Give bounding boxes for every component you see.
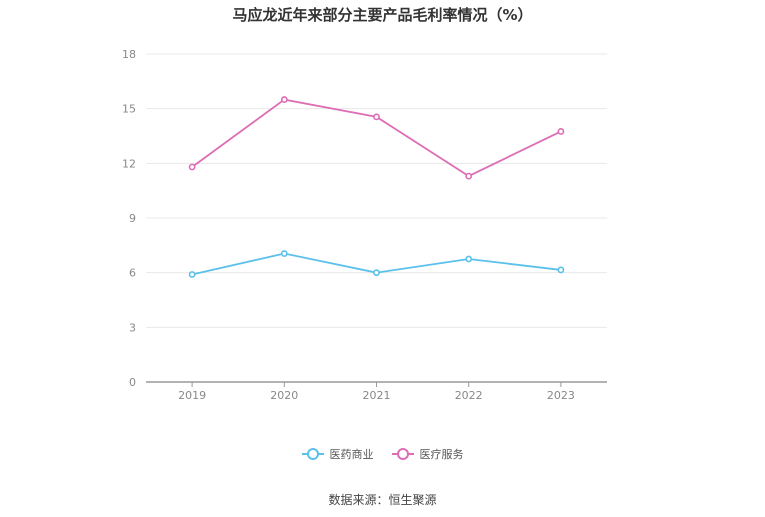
grid-lines: [146, 53, 607, 328]
source-note: 数据来源：恒生聚源: [328, 493, 437, 507]
data-point: [557, 266, 565, 274]
data-point: [188, 163, 196, 171]
y-tick-label: 18: [122, 48, 136, 61]
y-tick-label: 12: [122, 157, 136, 170]
data-point: [373, 269, 380, 277]
series-group: [188, 96, 565, 278]
data-point: [280, 250, 288, 257]
y-tick-label: 3: [129, 321, 136, 334]
y-tick-label: 6: [129, 267, 136, 280]
x-tick-label: 2023: [547, 389, 575, 402]
y-tick-label: 0: [129, 376, 136, 389]
legend-marker-1: [301, 448, 324, 460]
x-tick-label: 2021: [363, 389, 391, 402]
line-chart: 0 3 6 9 12 15 18 2019 2020 2021 2022 2023: [122, 48, 607, 402]
x-tick-label: 2022: [455, 389, 483, 402]
x-tick-label: 2019: [178, 389, 206, 402]
x-tick-label: 2020: [270, 389, 298, 402]
series-line-2: [191, 98, 562, 178]
legend-label-2: 医疗服务: [419, 448, 464, 461]
x-axis: 2019 2020 2021 2022 2023: [146, 381, 607, 402]
legend-item-series-1[interactable]: 医药商业: [301, 446, 374, 462]
legend-item-series-2[interactable]: 医疗服务: [391, 446, 464, 462]
data-point: [465, 255, 473, 263]
legend: 医药商业 医疗服务: [0, 446, 765, 462]
data-point: [280, 96, 288, 103]
legend-marker-2: [391, 448, 414, 460]
data-point: [373, 113, 380, 121]
data-point: [557, 128, 565, 135]
chart-title: 马应龙近年来部分主要产品毛利率情况（%）: [232, 6, 533, 24]
data-point: [465, 172, 473, 180]
data-point: [188, 271, 196, 278]
y-tick-label: 15: [122, 103, 136, 116]
legend-label-1: 医药商业: [329, 448, 374, 461]
y-tick-label: 9: [129, 212, 136, 225]
y-axis: 0 3 6 9 12 15 18: [122, 48, 136, 389]
